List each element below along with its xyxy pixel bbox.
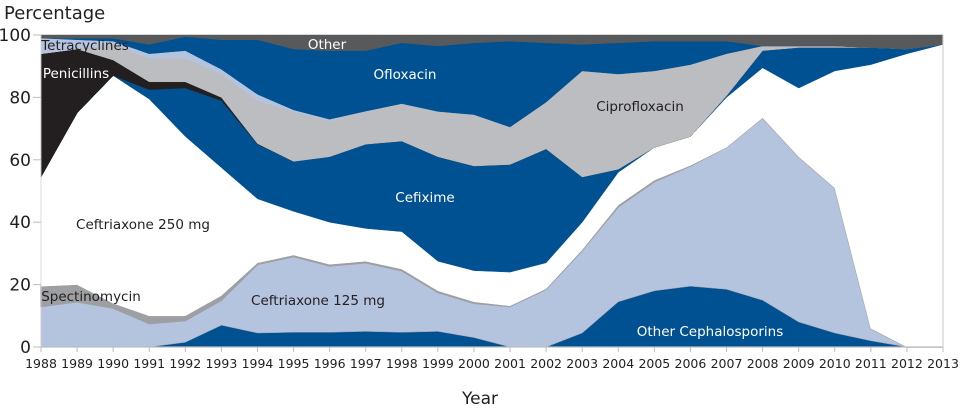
label-ciprofloxacin: Ciprofloxacin xyxy=(596,99,684,115)
x-tick-label: 1994 xyxy=(242,356,274,371)
label-spectinomycin: Spectinomycin xyxy=(41,289,141,305)
x-tick-label: 2010 xyxy=(819,356,851,371)
series-labels: Other Cephalosporins Ceftriaxone 125 mg Sp… xyxy=(40,37,783,340)
x-tick-label: 1995 xyxy=(278,356,310,371)
label-ofloxacin: Ofloxacin xyxy=(374,67,437,83)
label-other-cephalosporins: Other Cephalosporins xyxy=(637,324,784,340)
label-other: Other xyxy=(308,37,347,53)
x-tick-label: 1999 xyxy=(422,356,454,371)
label-penicillins: Penicillins xyxy=(43,66,109,82)
axes: 0 20 40 60 80 100 1988 1989 1990 1991 1992 1993 1994… xyxy=(0,26,959,371)
label-tetracyclines: Tetracyclines xyxy=(40,38,129,54)
x-tick-label: 1990 xyxy=(97,356,129,371)
x-tick-label: 2005 xyxy=(638,356,670,371)
x-tick-label: 2012 xyxy=(891,356,923,371)
x-tick-label: 2009 xyxy=(783,356,815,371)
y-tick-label: 60 xyxy=(9,151,31,171)
x-tick-label: 2007 xyxy=(711,356,743,371)
x-tick-label: 1988 xyxy=(25,356,57,371)
x-tick-label: 1996 xyxy=(314,356,346,371)
label-ceftriaxone-125-mg: Ceftriaxone 125 mg xyxy=(251,293,385,309)
label-cefixime: Cefixime xyxy=(395,190,454,206)
x-axis-title: Year xyxy=(461,389,498,409)
x-tick-label: 1993 xyxy=(205,356,237,371)
y-axis-title: Percentage xyxy=(4,3,105,24)
y-tick-label: 0 xyxy=(20,338,31,358)
area-layers xyxy=(40,34,944,348)
y-tick-label: 40 xyxy=(9,213,31,233)
x-tick-label: 1989 xyxy=(61,356,93,371)
label-ceftriaxone-250-mg: Ceftriaxone 250 mg xyxy=(76,217,210,233)
x-tick-label: 2004 xyxy=(602,356,634,371)
y-tick-label: 100 xyxy=(0,26,31,46)
x-tick-label: 1997 xyxy=(350,356,382,371)
y-tick-label: 20 xyxy=(9,276,31,296)
x-tick-label: 2011 xyxy=(855,356,887,371)
x-tick-label: 2001 xyxy=(494,356,526,371)
x-tick-label: 2002 xyxy=(530,356,562,371)
x-tick-label: 2013 xyxy=(927,356,959,371)
x-tick-label: 1991 xyxy=(133,356,165,371)
x-tick-label: 2006 xyxy=(675,356,707,371)
x-tick-label: 1992 xyxy=(169,356,201,371)
y-tick-label: 80 xyxy=(9,88,31,108)
x-tick-label: 2003 xyxy=(566,356,598,371)
x-tick-label: 1998 xyxy=(386,356,418,371)
x-tick-label: 2008 xyxy=(747,356,779,371)
x-tick-label: 2000 xyxy=(458,356,490,371)
